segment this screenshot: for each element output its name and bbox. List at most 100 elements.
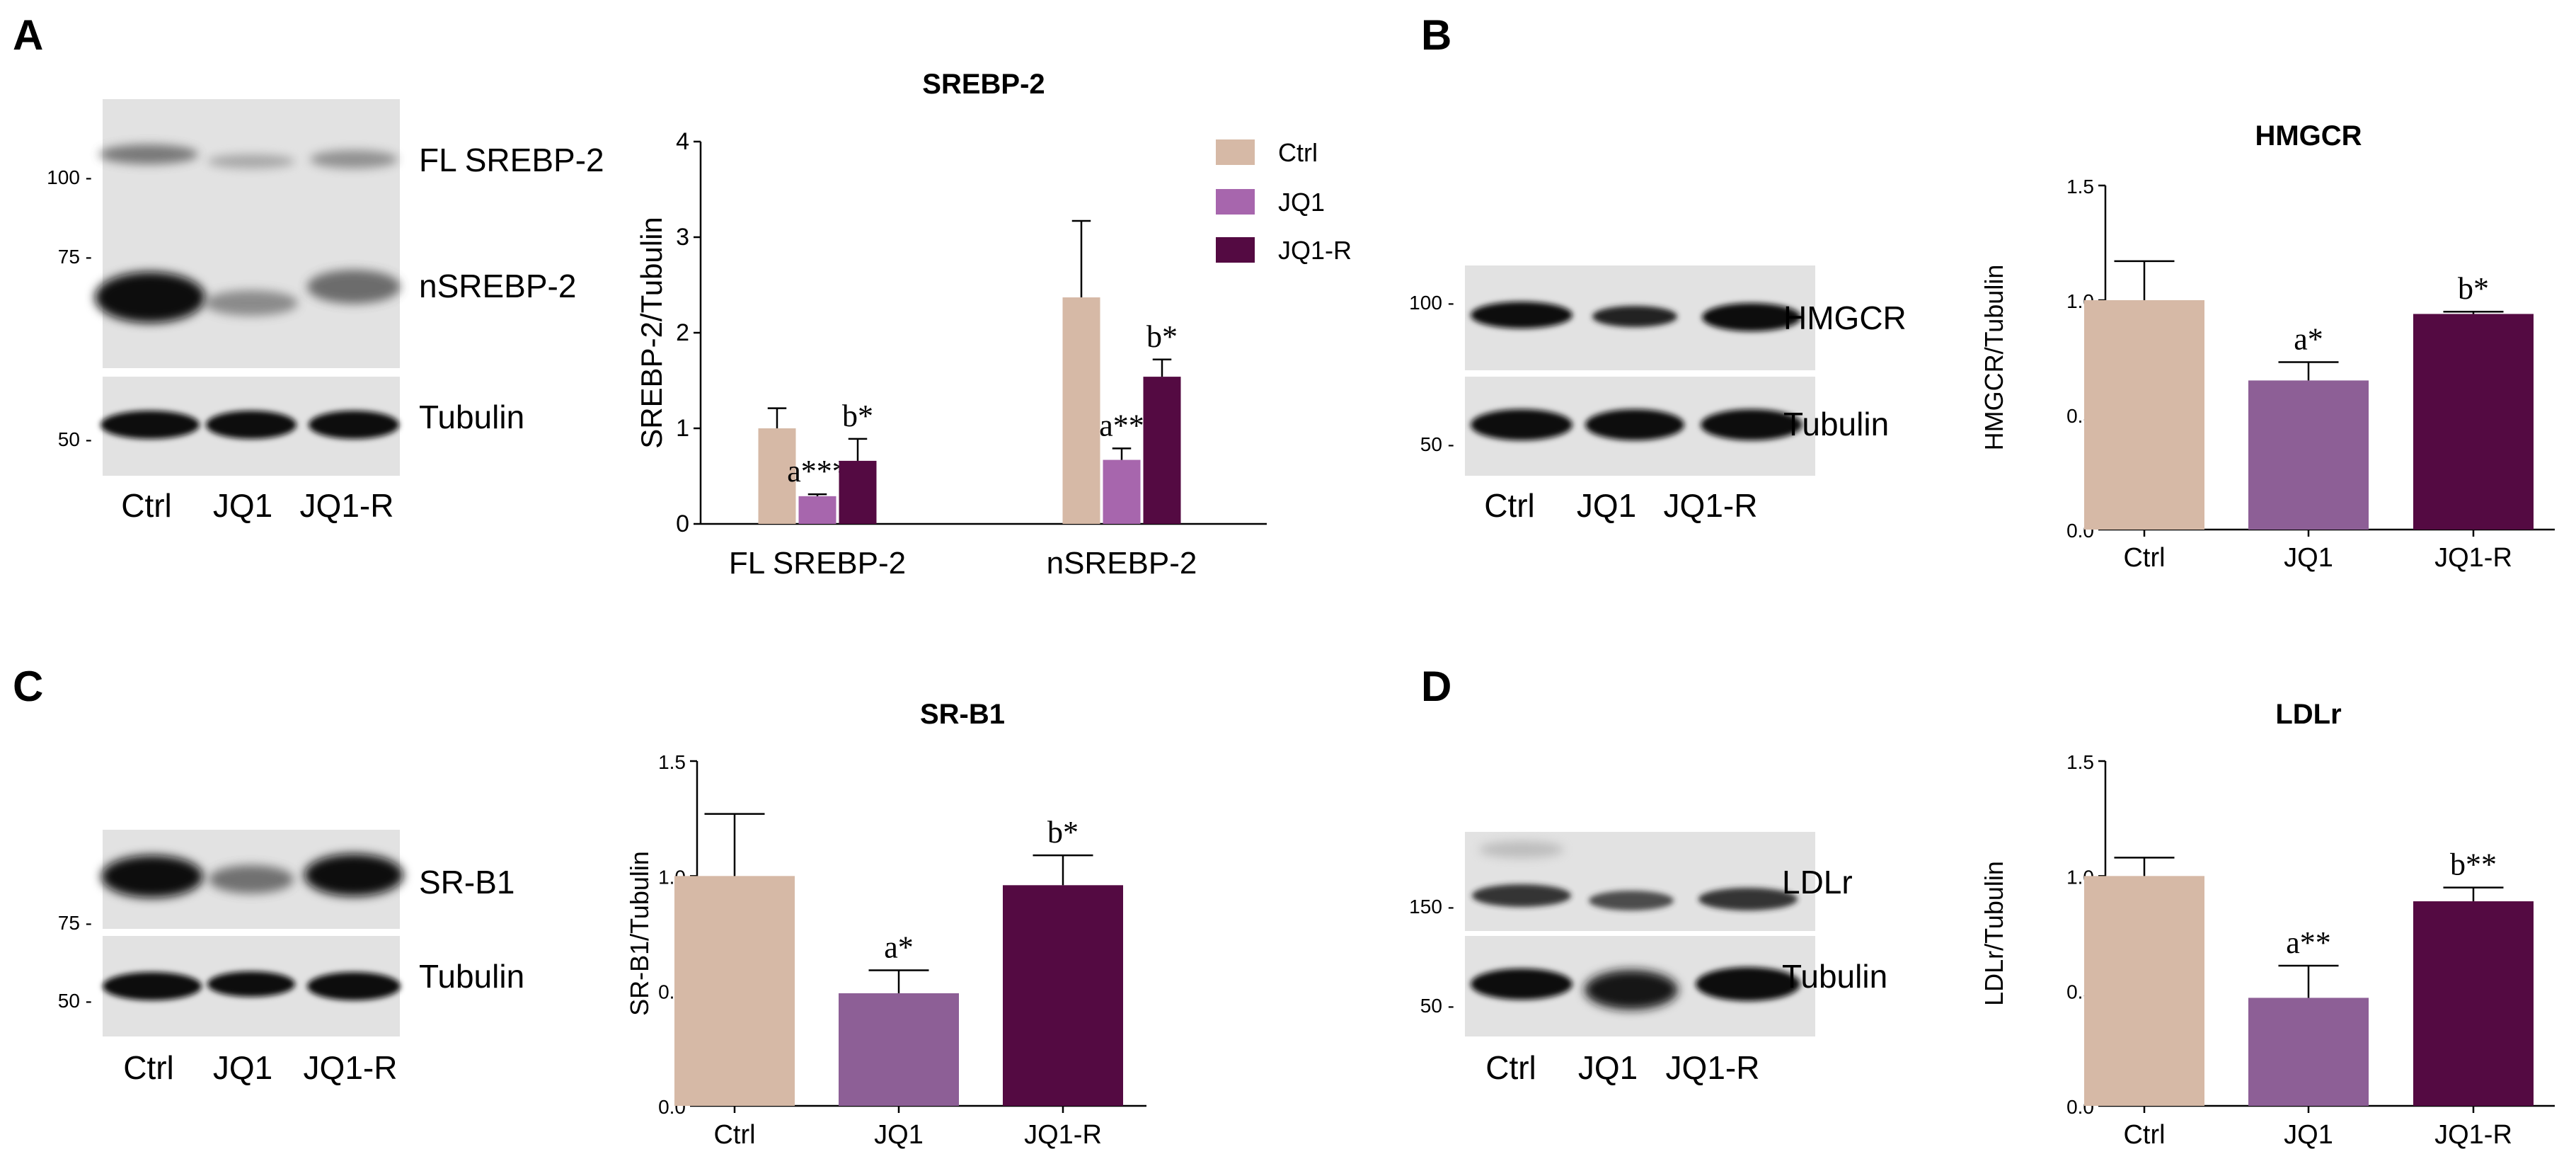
chart-a-legend-swatch-2 (1216, 237, 1255, 263)
band-a-tub-jq1r (309, 411, 399, 439)
lane-c-jq1r: JQ1-R (304, 1049, 398, 1086)
chart-a-ytick-label: 2 (676, 319, 689, 346)
blot-a-membrane-top (103, 99, 400, 368)
chart-a-ytick-label: 4 (676, 128, 689, 155)
band-a-fl-jq1r (310, 150, 398, 168)
mw-a-100: 100 - (47, 166, 92, 188)
band-d-tub-jq1 (1585, 970, 1678, 1010)
blot-a-label-tubulin: Tubulin (419, 399, 524, 435)
band-d-ldlr-jq1r (1698, 888, 1798, 910)
mw-b-100: 100 - (1409, 292, 1454, 314)
lane-d-jq1r: JQ1-R (1666, 1049, 1760, 1086)
panel-c-label: C (13, 663, 43, 710)
lane-c-jq1: JQ1 (213, 1049, 272, 1086)
lane-a-ctrl: Ctrl (121, 487, 172, 524)
blot-d-label-tubulin: Tubulin (1782, 958, 1887, 995)
lane-b-jq1: JQ1 (1577, 487, 1636, 524)
chart-hmgcr: HMGCRHMGCR/Tubulin0.00.51.01.5Ctrla*JQ1b… (1979, 120, 2555, 573)
chart-b-jq1-r-significance-label: b* (2458, 271, 2489, 306)
chart-d-jq1-significance-label: a** (2286, 925, 2331, 960)
mw-c-75: 75 - (58, 912, 92, 934)
chart-a-jq1-0-bar (798, 496, 836, 524)
band-b-tub-ctrl (1471, 409, 1572, 440)
panel-a-label: A (13, 11, 43, 59)
panel-b-blot: 100 - 50 - HMGCR Tubulin Ctrl JQ1 JQ1-R (1409, 265, 1907, 524)
panel-d-blot: 150 - 50 - LDLr Tubulin Ctrl JQ1 JQ1-R (1409, 832, 1887, 1086)
chart-a-jq1-r-1-significance-label: b* (1146, 319, 1178, 354)
chart-b-category-label: JQ1 (2284, 543, 2333, 573)
band-c-srb1-jq1 (209, 865, 294, 893)
chart-a-jq1-r-0-bar (839, 460, 877, 524)
chart-a-jq1-r-1-bar (1143, 377, 1181, 524)
chart-b-title: HMGCR (2255, 120, 2362, 152)
chart-c-ylabel: SR-B1/Tubulin (625, 851, 654, 1016)
panel-a-blot: 100 - 75 - 50 - FL SREBP-2 nSREBP-2 Tubu… (47, 99, 604, 524)
lane-b-jq1r: JQ1-R (1664, 487, 1758, 524)
chart-b-jq1-significance-label: a* (2294, 321, 2323, 356)
blot-d-label-ldlr: LDLr (1782, 864, 1853, 901)
chart-a-ctrl-1-bar (1062, 297, 1100, 524)
chart-c-category-label: Ctrl (713, 1120, 755, 1150)
chart-d-ylabel: LDLr/Tubulin (1979, 861, 2008, 1006)
chart-a-legend-swatch-0 (1216, 139, 1255, 165)
band-a-n-ctrl (95, 272, 205, 323)
chart-d-jq1-bar (2248, 998, 2369, 1106)
band-d-ldlr-ctrl (1472, 884, 1571, 907)
chart-c-jq1-bar (839, 993, 959, 1106)
chart-srebp2: SREBP-2 SREBP-2/Tubulin 0 1 2 3 4 a*** b* FL SREB… (635, 69, 1352, 581)
chart-a-legend-label-2: JQ1-R (1278, 236, 1352, 265)
lane-c-ctrl: Ctrl (123, 1049, 174, 1086)
chart-d-ctrl-bar (2084, 876, 2204, 1106)
band-c-srb1-ctrl (101, 855, 203, 898)
band-b-tub-jq1 (1585, 409, 1684, 440)
chart-c-category-label: JQ1-R (1024, 1120, 1102, 1150)
band-a-tub-jq1 (206, 411, 297, 439)
band-b-hmgcr-jq1 (1592, 306, 1677, 327)
chart-c-ytick-label: 1.5 (658, 751, 686, 773)
lane-d-jq1: JQ1 (1578, 1049, 1638, 1086)
chart-ldlr: LDLrLDLr/Tubulin0.00.51.01.5Ctrla**JQ1b*… (1979, 699, 2555, 1150)
chart-d-jq1-r-significance-label: b** (2450, 847, 2497, 882)
mw-a-50: 50 - (58, 428, 92, 450)
band-b-tub-jq1r (1701, 409, 1802, 440)
chart-a-legend-label-1: JQ1 (1278, 188, 1325, 217)
chart-b-category-label: JQ1-R (2434, 543, 2512, 573)
chart-a-jq1-1-significance-label: a** (1099, 408, 1144, 442)
mw-d-150: 150 - (1409, 896, 1454, 918)
band-d-ldlr-jq1 (1589, 891, 1674, 910)
chart-a-category-label: FL SREBP-2 (729, 546, 906, 581)
band-d-tub-jq1r (1696, 967, 1800, 1001)
chart-a-ytick-label: 0 (676, 510, 689, 537)
band-a-n-jq1 (205, 290, 298, 316)
mw-a-75: 75 - (58, 246, 92, 268)
chart-c-jq1-r-bar (1003, 885, 1123, 1106)
mw-b-50: 50 - (1420, 433, 1454, 455)
chart-b-jq1-r-bar (2413, 314, 2534, 530)
chart-a-jq1-0-significance-label: a*** (787, 454, 848, 489)
chart-b-ylabel: HMGCR/Tubulin (1979, 265, 2008, 451)
chart-c-category-label: JQ1 (874, 1120, 924, 1150)
band-a-n-jq1r (307, 270, 401, 304)
chart-b-category-label: Ctrl (2123, 543, 2165, 573)
blot-b-label-tubulin: Tubulin (1783, 406, 1889, 442)
band-c-tub-ctrl (103, 972, 202, 1000)
band-d-ldlr-ctrl-faint (1479, 841, 1564, 858)
blot-a-label-fl: FL SREBP-2 (419, 142, 604, 178)
mw-c-50: 50 - (58, 990, 92, 1012)
band-b-hmgcr-jq1r (1702, 303, 1801, 331)
blot-c-label-tubulin: Tubulin (419, 958, 524, 995)
chart-c-title: SR-B1 (920, 699, 1005, 730)
lane-b-ctrl: Ctrl (1484, 487, 1535, 524)
mw-d-50: 50 - (1420, 995, 1454, 1017)
band-b-hmgcr-ctrl (1471, 302, 1572, 329)
chart-a-category-label: nSREBP-2 (1047, 546, 1197, 581)
chart-a-ylabel: SREBP-2/Tubulin (635, 217, 668, 449)
chart-a-title: SREBP-2 (922, 69, 1045, 100)
chart-a-jq1-1-bar (1103, 459, 1141, 524)
chart-a-legend-label-0: Ctrl (1278, 138, 1318, 167)
chart-d-jq1-r-bar (2413, 901, 2534, 1106)
band-a-fl-ctrl (99, 144, 198, 164)
chart-d-category-label: JQ1-R (2434, 1120, 2512, 1150)
band-d-tub-ctrl (1471, 969, 1572, 1000)
